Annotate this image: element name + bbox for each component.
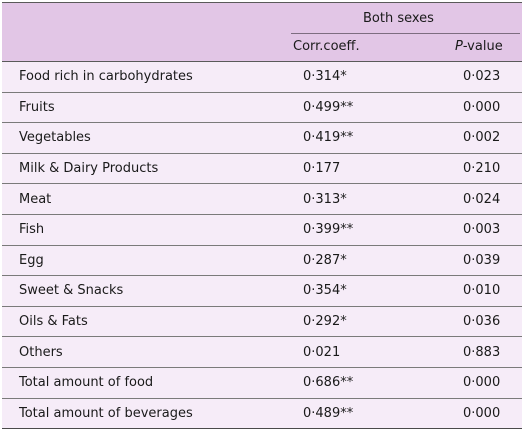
row-corr-coeff: 0·287* xyxy=(303,252,347,268)
row-corr-coeff: 0·354* xyxy=(303,283,347,299)
row-food-category: Milk & Dairy Products xyxy=(19,161,159,177)
row-p-value: 0·024 xyxy=(463,191,501,207)
table-row: Milk & Dairy Products 0·177 0·210 xyxy=(2,154,522,185)
row-corr-coeff: 0·314* xyxy=(303,69,347,85)
table-row: Egg 0·287* 0·039 xyxy=(2,246,522,277)
row-p-value: 0·000 xyxy=(463,99,501,115)
row-corr-coeff: 0·499** xyxy=(303,99,354,115)
row-p-value: 0·210 xyxy=(463,161,501,177)
table-row: Total amount of beverages 0·489** 0·000 xyxy=(2,399,522,430)
p-value-italic-letter: P xyxy=(455,39,463,54)
row-corr-coeff: 0·489** xyxy=(303,405,354,421)
group-header-both-sexes: Both sexes xyxy=(363,11,434,26)
table-body: Food rich in carbohydrates 0·314* 0·023 Fru… xyxy=(2,62,522,430)
row-food-category: Fruits xyxy=(19,99,55,115)
row-corr-coeff: 0·419** xyxy=(303,130,354,146)
table-row: Total amount of food 0·686** 0·000 xyxy=(2,368,522,399)
row-corr-coeff: 0·313* xyxy=(303,191,347,207)
table-row: Oils & Fats 0·292* 0·036 xyxy=(2,307,522,338)
row-p-value: 0·039 xyxy=(463,252,501,268)
row-p-value: 0·000 xyxy=(463,405,501,421)
row-p-value: 0·003 xyxy=(463,222,501,238)
row-corr-coeff: 0·021 xyxy=(303,344,341,360)
p-value-suffix: -value xyxy=(462,39,503,54)
row-food-category: Egg xyxy=(19,252,44,268)
table-row: Meat 0·313* 0·024 xyxy=(2,184,522,215)
column-header-corr-coeff: Corr.coeff. xyxy=(293,39,360,54)
table-row: Others 0·021 0·883 xyxy=(2,337,522,368)
row-p-value: 0·883 xyxy=(463,344,501,360)
table-row: Food rich in carbohydrates 0·314* 0·023 xyxy=(2,62,522,93)
row-food-category: Total amount of food xyxy=(19,375,154,391)
header-bottom-rule xyxy=(2,61,522,62)
row-food-category: Sweet & Snacks xyxy=(19,283,124,299)
row-p-value: 0·023 xyxy=(463,69,501,85)
row-p-value: 0·002 xyxy=(463,130,501,146)
row-corr-coeff: 0·399** xyxy=(303,222,354,238)
row-food-category: Others xyxy=(19,344,63,360)
row-food-category: Food rich in carbohydrates xyxy=(19,69,193,85)
column-header-p-value: P-value xyxy=(455,39,503,55)
table-row: Fish 0·399** 0·003 xyxy=(2,215,522,246)
row-corr-coeff: 0·686** xyxy=(303,375,354,391)
table-row: Sweet & Snacks 0·354* 0·010 xyxy=(2,276,522,307)
row-food-category: Meat xyxy=(19,191,52,207)
row-food-category: Total amount of beverages xyxy=(19,405,193,421)
row-p-value: 0·036 xyxy=(463,314,501,330)
table-row: Fruits 0·499** 0·000 xyxy=(2,93,522,124)
row-corr-coeff: 0·292* xyxy=(303,314,347,330)
table-header xyxy=(2,2,522,62)
row-p-value: 0·000 xyxy=(463,375,501,391)
group-header-rule xyxy=(291,33,520,34)
row-p-value: 0·010 xyxy=(463,283,501,299)
row-food-category: Vegetables xyxy=(19,130,91,146)
row-corr-coeff: 0·177 xyxy=(303,161,341,177)
row-food-category: Oils & Fats xyxy=(19,314,88,330)
row-food-category: Fish xyxy=(19,222,45,238)
table-row: Vegetables 0·419** 0·002 xyxy=(2,123,522,154)
